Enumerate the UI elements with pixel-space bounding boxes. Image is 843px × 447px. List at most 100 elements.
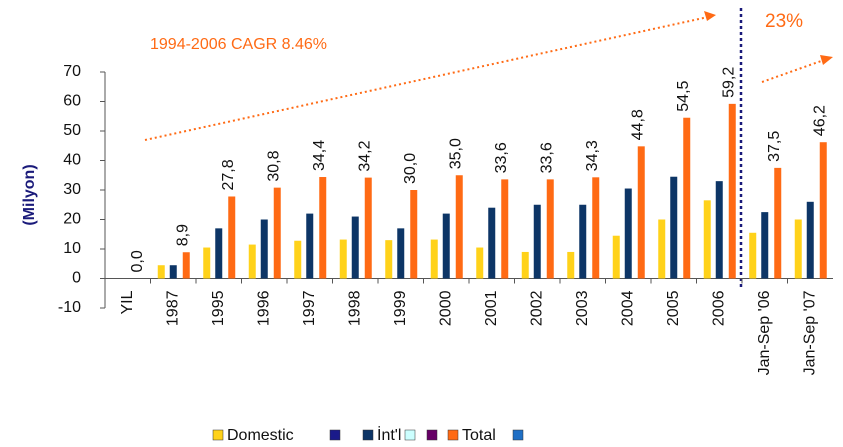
bar [476, 247, 484, 279]
y-tick-label: 10 [63, 240, 81, 257]
value-label: 30,8 [265, 150, 282, 181]
bar [273, 187, 281, 279]
bar [182, 252, 190, 279]
bar [612, 235, 620, 279]
value-label: 34,2 [356, 140, 373, 171]
x-tick-label: 2006 [710, 290, 727, 326]
x-tick-label: 2004 [619, 290, 636, 326]
bar [364, 177, 372, 279]
trend-arrow [761, 59, 825, 83]
growth-annotation: 23% [765, 11, 803, 32]
x-tick-label: 2000 [437, 290, 454, 326]
bar [410, 190, 418, 279]
bar [806, 201, 814, 279]
value-label: 33,6 [493, 142, 510, 173]
bar [774, 167, 782, 279]
bar [248, 244, 256, 279]
value-label: 37,5 [766, 131, 783, 162]
value-label: 34,4 [311, 140, 328, 171]
bar [683, 117, 691, 279]
y-tick-label: 20 [63, 211, 81, 228]
bar [533, 204, 541, 279]
bar [339, 239, 347, 279]
bar [306, 213, 314, 279]
bar [319, 177, 327, 279]
x-tick-label: 1998 [346, 290, 363, 326]
trend-arrow [144, 16, 709, 141]
legend-swatch [404, 429, 416, 441]
bar [228, 196, 236, 279]
bar [658, 219, 666, 279]
value-label: 54,5 [675, 80, 692, 111]
value-label: 33,6 [538, 142, 555, 173]
bar [579, 204, 587, 279]
legend-label: Domestic [227, 427, 294, 444]
x-tick-label: 2003 [574, 290, 591, 326]
x-tick-label: 1997 [301, 290, 318, 326]
bar [385, 240, 393, 279]
bar [157, 265, 165, 279]
bar [546, 179, 554, 279]
y-axis-label: (Milyon) [21, 164, 38, 225]
value-label: 46,2 [811, 105, 828, 136]
value-label: 44,8 [629, 109, 646, 140]
bar [521, 251, 529, 279]
bar [260, 219, 268, 279]
bar [637, 146, 645, 279]
x-tick-label: Jan-Sep '06 [756, 290, 773, 375]
legend-label: Total [462, 427, 496, 444]
bar [728, 103, 736, 279]
bar [761, 212, 769, 279]
cagr-annotation: 1994-2006 CAGR 8.46% [150, 36, 327, 53]
value-label: 35,0 [447, 138, 464, 169]
bar [819, 142, 827, 279]
value-label: 34,3 [584, 140, 601, 171]
arrow-head [704, 11, 716, 21]
bar [351, 216, 359, 279]
x-tick-label: 2002 [528, 290, 545, 326]
value-label: 59,2 [720, 67, 737, 98]
legend-swatch [362, 429, 374, 441]
bar [715, 181, 723, 279]
bar [397, 228, 405, 279]
x-tick-label: 1996 [255, 290, 272, 326]
x-tick-label: 1999 [392, 290, 409, 326]
bar [203, 247, 211, 279]
bar [215, 228, 223, 279]
bar [501, 179, 509, 279]
y-tick-label: 0 [72, 270, 81, 287]
bar [294, 240, 302, 279]
value-label: 0,0 [129, 250, 146, 272]
bar [749, 232, 757, 279]
bar [624, 188, 632, 279]
y-tick-label: 30 [63, 181, 81, 198]
bar [592, 177, 600, 279]
bar [455, 175, 463, 279]
value-label: 8,9 [174, 224, 191, 246]
legend-swatch [329, 429, 341, 441]
x-tick-label: Jan-Sep '07 [801, 290, 818, 375]
arrow-head [820, 55, 833, 65]
y-tick-label: 70 [63, 63, 81, 80]
legend-label: İnt'l [377, 425, 401, 444]
x-tick-label: 2005 [665, 290, 682, 326]
x-tick-label: 2001 [483, 290, 500, 326]
bar [442, 213, 450, 279]
bar [670, 176, 678, 279]
bar [488, 207, 496, 279]
bar [703, 200, 711, 279]
bar [794, 219, 802, 279]
y-tick-label: -10 [58, 299, 81, 316]
x-tick-label: YIL [119, 290, 136, 314]
x-tick-label: 1987 [164, 290, 181, 326]
legend-swatch [426, 429, 438, 441]
legend-swatch [512, 429, 524, 441]
legend-swatch [212, 429, 224, 441]
y-tick-label: 40 [63, 152, 81, 169]
value-label: 30,0 [402, 153, 419, 184]
bar [430, 239, 438, 279]
value-label: 27,8 [220, 159, 237, 190]
x-tick-label: 1995 [210, 290, 227, 326]
bar [169, 265, 177, 279]
